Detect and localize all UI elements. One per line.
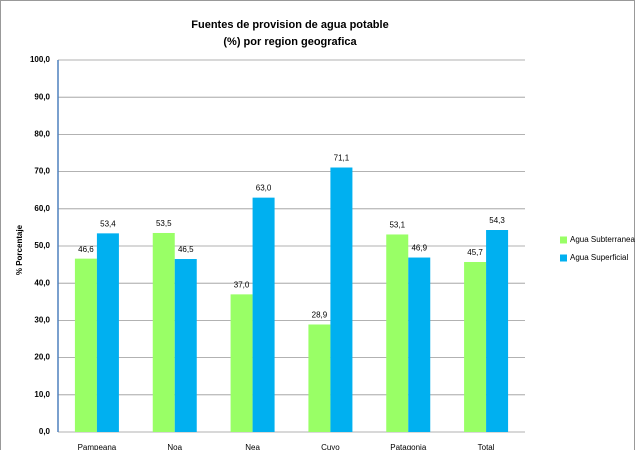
chart-subtitle: (%) por region geografica bbox=[223, 36, 357, 48]
y-tick-label: 40,0 bbox=[34, 278, 50, 287]
y-tick-label: 70,0 bbox=[34, 167, 50, 176]
value-label: 63,0 bbox=[256, 184, 272, 193]
value-label: 45,7 bbox=[467, 248, 483, 257]
y-tick-label: 80,0 bbox=[34, 130, 50, 139]
legend-label: Agua Superficial bbox=[570, 253, 628, 262]
bar bbox=[230, 294, 253, 432]
y-tick-label: 20,0 bbox=[34, 353, 50, 362]
x-tick-label: Cuyo bbox=[321, 443, 340, 450]
legend-swatch bbox=[560, 254, 567, 262]
value-label: 53,5 bbox=[156, 219, 172, 228]
value-label: 53,1 bbox=[389, 221, 405, 230]
bar bbox=[464, 261, 487, 432]
bar bbox=[408, 257, 431, 432]
y-tick-label: 100,0 bbox=[30, 55, 51, 64]
y-tick-label: 30,0 bbox=[34, 316, 50, 325]
y-tick-label: 0,0 bbox=[39, 427, 51, 436]
bar bbox=[96, 233, 119, 432]
bar bbox=[330, 167, 353, 432]
x-tick-label: Pampeana bbox=[78, 443, 117, 450]
value-label: 54,3 bbox=[489, 216, 505, 225]
bar bbox=[486, 230, 509, 432]
y-axis-label: % Porcentaje bbox=[15, 224, 24, 275]
value-label: 53,4 bbox=[100, 219, 116, 228]
legend-swatch bbox=[560, 236, 567, 244]
y-tick-label: 90,0 bbox=[34, 92, 50, 101]
value-label: 28,9 bbox=[312, 311, 328, 320]
bar bbox=[174, 259, 197, 432]
bar bbox=[74, 258, 97, 432]
value-label: 37,0 bbox=[234, 280, 250, 289]
x-tick-label: Total bbox=[478, 443, 495, 450]
x-tick-label: Noa bbox=[167, 443, 182, 450]
bar bbox=[386, 234, 409, 432]
value-label: 46,9 bbox=[411, 244, 427, 253]
chart-title: Fuentes de provision de agua potable bbox=[191, 19, 388, 31]
x-tick-label: Nea bbox=[245, 443, 260, 450]
x-tick-label: Patagonia bbox=[390, 443, 427, 450]
bar bbox=[152, 232, 175, 432]
y-tick-label: 10,0 bbox=[34, 390, 50, 399]
y-tick-label: 60,0 bbox=[34, 204, 50, 213]
legend-label: Agua Subterranea bbox=[570, 235, 635, 244]
y-tick-label: 50,0 bbox=[34, 241, 50, 250]
bar bbox=[308, 324, 331, 432]
value-label: 46,6 bbox=[78, 245, 94, 254]
value-label: 46,5 bbox=[178, 245, 194, 254]
bar bbox=[252, 197, 275, 432]
value-label: 71,1 bbox=[334, 154, 350, 163]
